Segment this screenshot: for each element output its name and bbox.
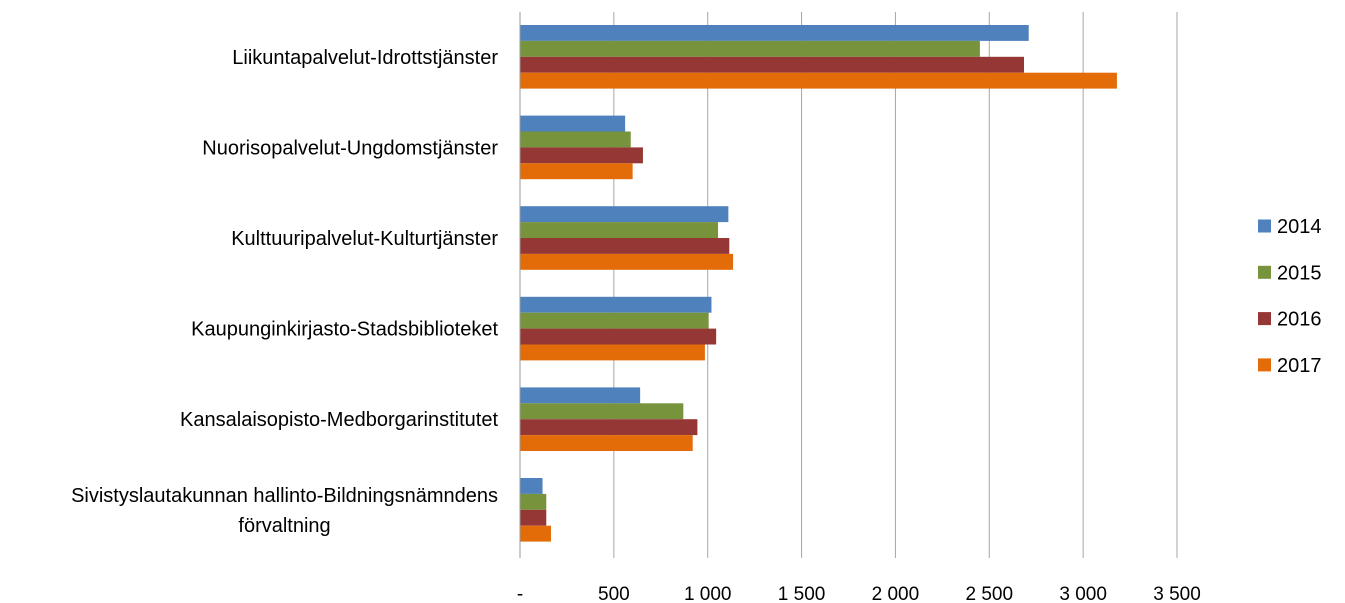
category-label-text: Nuorisopalvelut-Ungdomstjänster — [202, 137, 498, 159]
legend-swatch — [1258, 219, 1271, 233]
category-label: Liikuntapalvelut-Idrottstjänster — [232, 47, 498, 69]
legend-item-2017: 2017 — [1258, 355, 1322, 377]
x-tick-label: 500 — [598, 584, 630, 603]
bar-2016-0 — [520, 56, 1025, 73]
x-tick-label: 1 500 — [778, 584, 826, 603]
bar-2017-1 — [520, 163, 633, 180]
bar-2015-2 — [520, 222, 719, 238]
bar-2016-3 — [520, 328, 717, 345]
bar-2016-1 — [520, 147, 643, 164]
legend-label: 2017 — [1277, 355, 1322, 377]
x-tick-label: 3 000 — [1059, 584, 1107, 603]
bar-2017-4 — [520, 435, 693, 451]
category-label-text: Sivistyslautakunnan hallinto-Bildningsnä… — [71, 485, 498, 507]
legend-label: 2016 — [1277, 309, 1322, 331]
bar-2015-0 — [520, 40, 980, 57]
category-label-text: Kansalaisopisto-Medborgarinstitutet — [180, 409, 498, 431]
bar-2017-0 — [520, 72, 1117, 89]
legend-label: 2014 — [1277, 216, 1322, 238]
legend-swatch — [1258, 265, 1271, 279]
category-label-text: Kulttuuripalvelut-Kulturtjänster — [231, 228, 498, 250]
bar-2014-0 — [520, 25, 1029, 41]
bar-2015-4 — [520, 403, 684, 420]
legend-label: 2015 — [1277, 262, 1322, 284]
gridlines — [519, 12, 1178, 558]
bar-2017-5 — [520, 525, 551, 542]
category-label-text: Kaupunginkirjasto-Stadsbiblioteket — [191, 319, 498, 341]
bars — [520, 25, 1117, 542]
x-tick-label: - — [517, 584, 523, 603]
legend-item-2016: 2016 — [1258, 309, 1322, 331]
legend: 2014 2015 2016 2017 — [1258, 216, 1322, 377]
x-tick-label: 1 000 — [684, 584, 732, 603]
bar-2014-5 — [520, 478, 543, 494]
bar-2014-2 — [520, 206, 729, 223]
bar-2016-2 — [520, 238, 730, 254]
bar-2016-4 — [520, 419, 698, 436]
bar-2017-2 — [520, 253, 734, 270]
bar-2014-1 — [520, 115, 626, 132]
legend-item-2015: 2015 — [1258, 262, 1322, 284]
category-labels: Liikuntapalvelut-Idrottstjänster Nuorisop… — [71, 47, 498, 537]
legend-swatch — [1258, 312, 1271, 326]
bar-2016-5 — [520, 509, 547, 526]
bar-2015-1 — [520, 131, 631, 148]
bar-2015-5 — [520, 493, 547, 510]
x-tick-label: 2 500 — [966, 584, 1014, 603]
category-label-text: förvaltning — [238, 515, 330, 537]
bar-2017-3 — [520, 344, 705, 361]
bar-2014-3 — [520, 296, 712, 313]
x-axis-ticks: - 500 1 000 1 500 2 000 2 500 3 000 3 500 — [517, 584, 1201, 603]
bar-2014-4 — [520, 387, 641, 404]
x-tick-label: 2 000 — [872, 584, 920, 603]
category-label: Kulttuuripalvelut-Kulturtjänster — [231, 228, 498, 250]
category-label-text: Liikuntapalvelut-Idrottstjänster — [232, 47, 498, 69]
legend-swatch — [1258, 358, 1271, 372]
category-label: Kansalaisopisto-Medborgarinstitutet — [180, 409, 498, 431]
x-tick-label: 3 500 — [1153, 584, 1201, 603]
category-label: Nuorisopalvelut-Ungdomstjänster — [202, 137, 498, 159]
legend-item-2014: 2014 — [1258, 216, 1322, 238]
bar-2015-3 — [520, 312, 709, 329]
category-label: Kaupunginkirjasto-Stadsbiblioteket — [191, 319, 498, 341]
category-label: Sivistyslautakunnan hallinto-Bildningsnä… — [71, 485, 498, 537]
